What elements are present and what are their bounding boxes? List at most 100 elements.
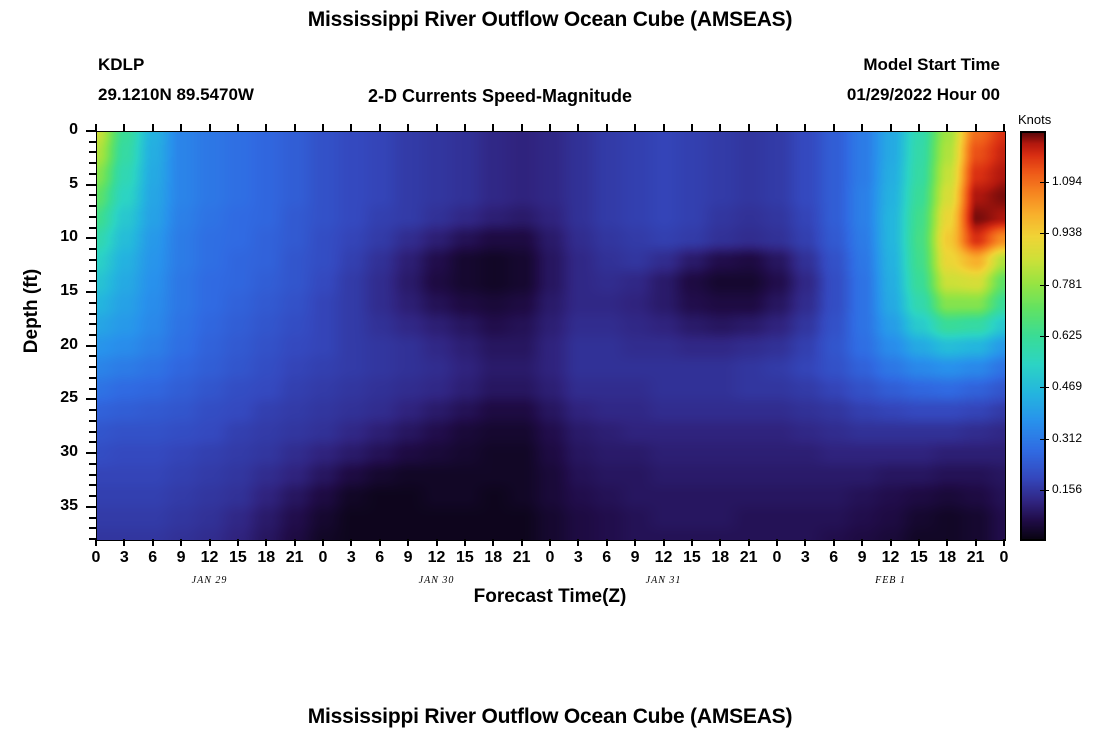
x-axis-tick-top (889, 124, 892, 131)
x-axis-tick-label: 3 (119, 549, 129, 566)
x-axis-tick-top (378, 124, 381, 131)
y-axis-major-tick (86, 505, 96, 508)
y-axis-major-tick (86, 130, 96, 132)
y-axis-minor-tick (89, 172, 96, 175)
x-axis-tick-top (917, 124, 920, 131)
x-axis-tick-label: 21 (285, 549, 304, 566)
x-axis-tick-top (662, 124, 665, 131)
x-axis-tick-label: 18 (938, 549, 957, 566)
x-axis-tick-label: 0 (91, 549, 101, 566)
y-axis-title: Depth (ft) (21, 268, 42, 354)
x-axis-tick-label: 12 (654, 549, 673, 566)
y-axis-tick-label: 0 (69, 121, 78, 138)
x-axis-tick-label: 3 (573, 549, 583, 566)
colorbar-tick (1040, 284, 1049, 286)
x-axis-tick-top (634, 124, 637, 131)
y-axis-minor-tick (89, 430, 96, 433)
y-axis-tick-label: 20 (60, 335, 78, 353)
x-axis-tick-label: 9 (857, 549, 867, 566)
y-axis-minor-tick (89, 258, 96, 261)
chart-subtitle: 2-D Currents Speed-Magnitude (368, 86, 633, 106)
x-axis-tick-top (549, 124, 551, 131)
heatmap-image (97, 132, 1005, 540)
x-axis-tick-label: 9 (403, 549, 413, 566)
x-axis-tick-label: 3 (800, 549, 810, 566)
x-axis-tick-top (832, 124, 835, 131)
x-axis-tick-label: 9 (176, 549, 186, 566)
y-axis-major-tick (86, 398, 96, 401)
x-axis-tick-label: 15 (682, 549, 701, 566)
y-axis-minor-tick (89, 366, 96, 369)
y-axis-minor-tick (89, 441, 96, 444)
station-id-label: KDLP (98, 55, 145, 74)
x-axis-tick-label: 12 (427, 549, 446, 566)
y-axis-tick-label: 5 (69, 174, 78, 192)
x-axis-tick-top (236, 124, 239, 131)
y-axis-minor-tick (89, 280, 96, 283)
y-axis-minor-tick (89, 140, 96, 143)
x-axis-tick-label: 18 (711, 549, 730, 566)
y-axis-minor-tick (89, 248, 96, 251)
y-axis-minor-tick (89, 462, 96, 465)
y-axis-minor-tick (89, 409, 96, 412)
colorbar-tick-label: 0.469 (1052, 379, 1083, 394)
x-axis-tick-label: 21 (739, 549, 758, 566)
y-axis-minor-tick (89, 387, 96, 390)
x-axis-tick-top (435, 124, 438, 131)
colorbar-tick-label: 0.938 (1052, 225, 1083, 240)
y-axis-major-tick (86, 183, 96, 186)
y-axis-minor-tick (89, 194, 96, 197)
x-axis-tick-label: 15 (455, 549, 474, 566)
x-axis-tick-top (861, 124, 864, 131)
x-axis-tick-top (407, 124, 410, 131)
y-axis-minor-tick (89, 355, 96, 358)
x-axis-tick-label: 18 (484, 549, 503, 566)
y-axis-tick-label: 25 (60, 389, 78, 407)
page-title: Mississippi River Outflow Ocean Cube (AM… (307, 8, 793, 31)
x-axis-tick-label: 6 (829, 549, 839, 566)
y-axis-minor-tick (89, 527, 96, 530)
y-axis-tick-label: 10 (60, 228, 78, 246)
y-axis-major-tick (86, 291, 96, 294)
y-axis-major-tick (86, 344, 96, 347)
x-axis-tick-label: 21 (512, 549, 531, 566)
colorbar-title: Knots (1018, 112, 1052, 127)
colorbar-tick (1040, 182, 1049, 184)
x-axis-tick-top (747, 124, 750, 131)
x-axis-tick-label: 0 (999, 549, 1009, 566)
footer-title: Mississippi River Outflow Ocean Cube (AM… (307, 705, 793, 728)
x-axis-tick-top (719, 124, 722, 131)
model-start-time-label: Model Start Time (863, 55, 1000, 74)
colorbar-tick (1040, 233, 1049, 235)
colorbar-tick-label: 1.094 (1052, 174, 1083, 189)
x-axis-tick-top (322, 124, 324, 131)
x-axis-tick-top (577, 124, 580, 131)
y-axis-minor-tick (89, 312, 96, 315)
x-axis-tick-label: 18 (257, 549, 276, 566)
x-axis-tick-label: 6 (602, 549, 612, 566)
y-axis-minor-tick (89, 215, 96, 218)
colorbar-tick (1040, 336, 1049, 337)
x-axis-day-label: JAN 29 (191, 575, 228, 586)
colorbar-tick (1040, 438, 1049, 440)
colorbar-tick-label: 0.781 (1052, 276, 1083, 291)
colorbar-tick (1040, 387, 1049, 389)
x-axis-tick-label: 15 (228, 549, 247, 566)
x-axis-tick-label: 0 (318, 549, 328, 566)
x-axis-tick-label: 0 (545, 549, 555, 566)
y-axis-tick-label: 35 (60, 496, 78, 514)
x-axis-day-label: JAN 30 (418, 575, 455, 586)
y-axis-minor-tick (89, 269, 96, 272)
y-axis-minor-tick (89, 151, 96, 154)
y-axis-minor-tick (89, 484, 96, 487)
x-axis-tick-label: 3 (346, 549, 356, 566)
x-axis-tick-label: 12 (881, 549, 900, 566)
x-axis-tick-label: 21 (966, 549, 985, 566)
x-axis-tick-label: 12 (200, 549, 219, 566)
y-axis-minor-tick (89, 419, 96, 422)
colorbar-tick-label: 0.625 (1052, 328, 1083, 342)
x-axis-tick-top (151, 124, 154, 131)
y-axis-minor-tick (89, 205, 96, 208)
x-axis-tick-label: 9 (630, 549, 640, 566)
x-axis-tick-top (690, 124, 693, 131)
